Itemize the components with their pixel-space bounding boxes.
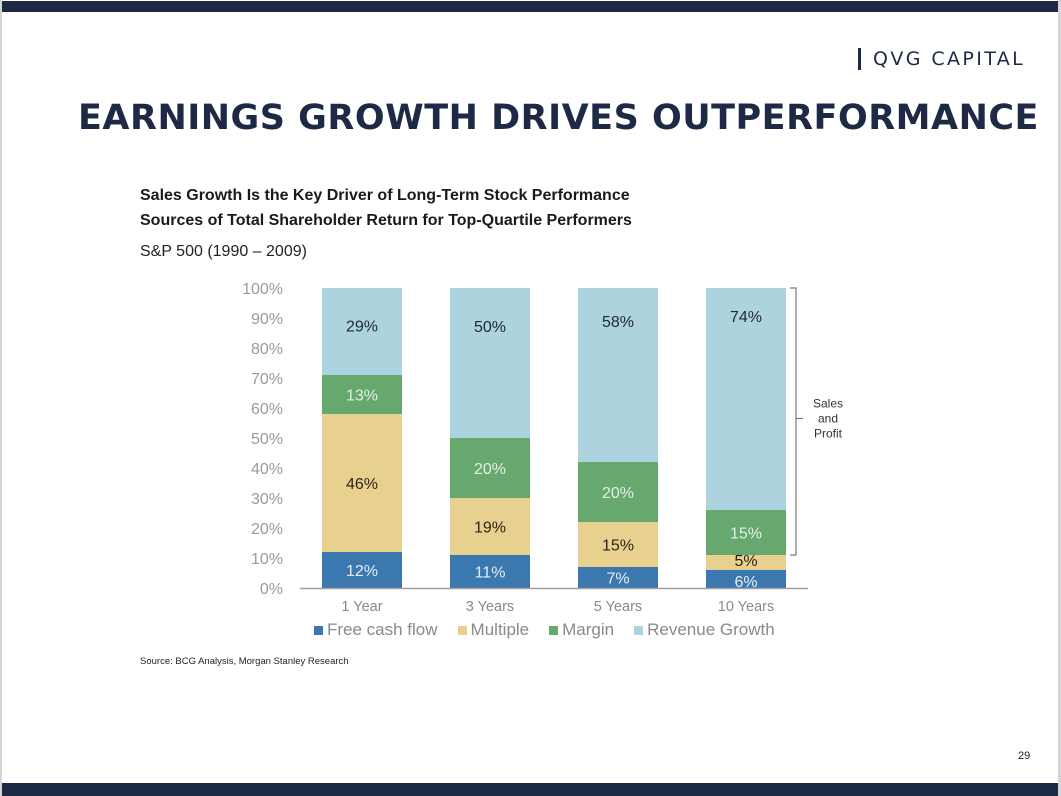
legend-label: Margin (562, 620, 615, 639)
y-tick-label: 40% (251, 461, 283, 478)
bar-segment-multiple (450, 498, 530, 555)
y-tick-label: 50% (251, 431, 283, 448)
legend-swatch (314, 625, 323, 635)
chart-title: Sales Growth Is the Key Driver of Long-T… (140, 187, 630, 204)
legend-swatch (457, 625, 467, 635)
data-label: 13% (346, 388, 378, 405)
y-tick-label: 90% (251, 311, 283, 328)
data-label: 15% (730, 526, 762, 543)
data-label: 29% (346, 319, 378, 336)
source-note: Source: BCG Analysis, Morgan Stanley Res… (140, 656, 349, 667)
bar-segment-margin (450, 438, 530, 498)
bar-segment-multiple (578, 522, 658, 567)
data-label: 11% (475, 565, 506, 582)
legend-item: Multiple (457, 620, 530, 640)
brand-name: QVG CAPITAL (873, 48, 1026, 70)
chart-legend: Free cash flow Multiple Margin Revenue Grow… (314, 620, 795, 640)
y-tick-label: 20% (251, 521, 283, 538)
y-tick-label: 100% (242, 281, 283, 298)
chart-subtitle: Sources of Total Shareholder Return for … (140, 212, 632, 229)
bar-segment-free-cash-flow (322, 552, 402, 588)
brand-logo: QVG CAPITAL (858, 47, 1025, 71)
bracket (790, 287, 797, 556)
bar-segment-margin (578, 462, 658, 522)
y-tick-label: 70% (251, 371, 283, 388)
brand-divider (858, 48, 861, 70)
y-tick-label: 80% (251, 341, 283, 358)
bottom-accent-bar (2, 783, 1058, 796)
y-tick-label: 30% (251, 491, 283, 508)
bar-segment-revenue-growth (322, 288, 402, 375)
y-tick-label: 60% (251, 401, 283, 418)
data-label: 58% (602, 314, 634, 331)
legend-label: Revenue Growth (647, 620, 775, 639)
top-accent-bar (2, 1, 1058, 12)
slide-title: EARNINGS GROWTH DRIVES OUTPERFORMANCE (78, 98, 1039, 138)
data-label: 20% (474, 461, 506, 478)
x-tick-label: 10 Years (718, 599, 774, 615)
legend-swatch (549, 625, 559, 635)
bar-segment-revenue-growth (450, 288, 530, 438)
bar-segment-revenue-growth (578, 288, 658, 462)
chart-subtitle-period: S&P 500 (1990 – 2009) (140, 243, 307, 260)
y-tick-label: 10% (251, 551, 283, 568)
legend-item: Revenue Growth (634, 620, 775, 640)
legend-item: Margin (549, 620, 614, 640)
data-label: 6% (734, 574, 757, 591)
bar-segment-revenue-growth (706, 288, 786, 510)
annotation-text: Sales (813, 397, 843, 411)
legend-label: Free cash flow (327, 620, 438, 639)
bar-segment-free-cash-flow (706, 570, 786, 588)
data-label: 5% (734, 553, 757, 570)
data-label: 15% (602, 538, 634, 555)
legend-swatch (634, 625, 644, 635)
page-number: 29 (1018, 750, 1031, 762)
legend-item: Free cash flow (314, 620, 438, 640)
bar-segment-multiple (322, 414, 402, 552)
bar-segment-margin (706, 510, 786, 555)
data-label: 50% (474, 319, 506, 336)
x-tick-label: 3 Years (466, 599, 514, 615)
bar-segment-free-cash-flow (578, 567, 658, 588)
legend-label: Multiple (470, 620, 530, 639)
data-label: 74% (730, 309, 762, 326)
bar-segment-free-cash-flow (450, 555, 530, 588)
data-label: 19% (474, 520, 506, 537)
bar-segment-margin (322, 375, 402, 414)
x-tick-label: 5 Years (594, 599, 642, 615)
x-tick-label: 1 Year (341, 599, 382, 615)
annotation-text: Profit (814, 427, 843, 441)
annotation-text: and (818, 412, 838, 426)
data-label: 46% (346, 476, 378, 493)
y-tick-label: 0% (260, 581, 283, 598)
data-label: 20% (602, 485, 634, 502)
bar-segment-multiple (706, 555, 786, 570)
data-label: 7% (606, 571, 629, 588)
data-label: 12% (346, 563, 378, 580)
